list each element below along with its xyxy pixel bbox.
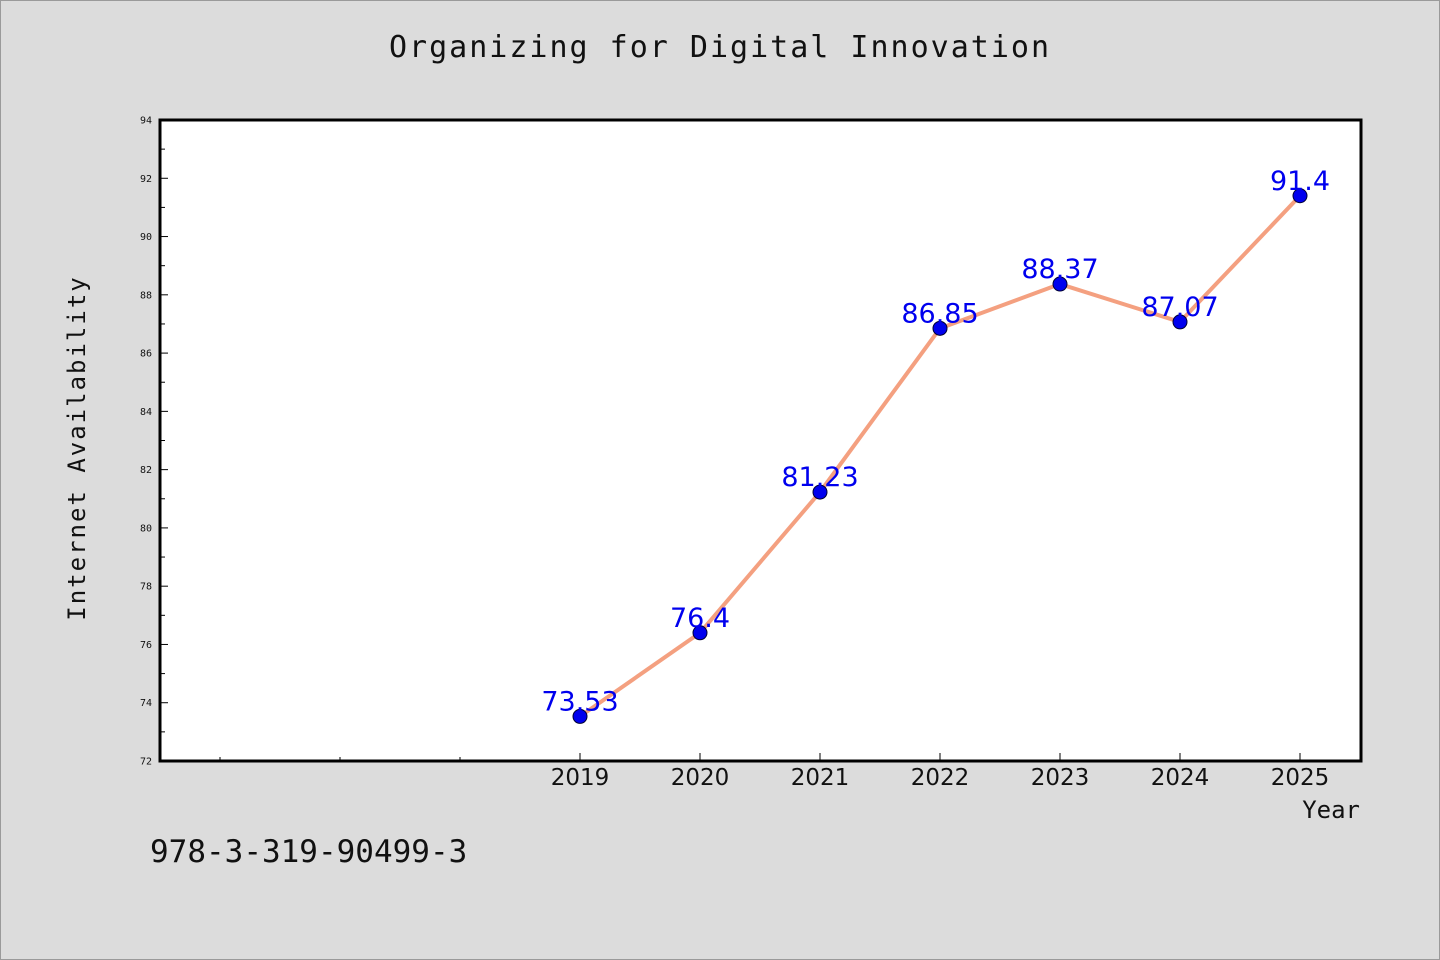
x-tick-label: 2025 bbox=[1271, 765, 1330, 791]
data-label: 81.23 bbox=[781, 462, 858, 493]
axes-layer: 72 74 76 78 80 82 84 86 88 90 92 94 2019 2020 2021 2022… bbox=[140, 116, 1329, 792]
y-tick-label: 72 bbox=[140, 757, 152, 768]
y-tick-label: 84 bbox=[140, 407, 152, 418]
data-point-marker bbox=[1292, 188, 1308, 204]
data-point-marker bbox=[1052, 276, 1068, 292]
data-label-layer: 73.53 76.4 81.23 86.85 88.37 87.07 91.4 bbox=[541, 166, 1330, 718]
y-tick-label: 78 bbox=[140, 582, 152, 593]
data-point-marker bbox=[572, 708, 588, 724]
series-layer bbox=[572, 188, 1308, 724]
plot-area bbox=[158, 118, 1363, 763]
data-point-marker bbox=[692, 625, 708, 641]
data-point-marker bbox=[932, 320, 948, 336]
y-tick-label: 86 bbox=[140, 349, 152, 360]
chart-title: Organizing for Digital Innovation bbox=[388, 30, 1052, 65]
y-tick-label: 90 bbox=[140, 232, 152, 243]
x-tick-label: 2024 bbox=[1151, 765, 1210, 791]
data-point-marker bbox=[1172, 314, 1188, 330]
x-axis-label: Year bbox=[1302, 796, 1360, 824]
x-tick-label: 2023 bbox=[1031, 765, 1090, 791]
isbn-text: 978-3-319-90499-3 bbox=[150, 834, 468, 870]
x-tick-label: 2022 bbox=[911, 765, 970, 791]
x-tick-label: 2019 bbox=[551, 765, 610, 791]
data-label: 73.53 bbox=[541, 686, 618, 717]
y-tick-label: 80 bbox=[140, 523, 152, 534]
data-label: 86.85 bbox=[901, 298, 978, 329]
y-tick-label: 92 bbox=[140, 174, 152, 185]
data-label: 91.4 bbox=[1270, 166, 1330, 197]
data-point-marker bbox=[812, 484, 828, 500]
data-label: 87.07 bbox=[1141, 292, 1218, 323]
y-tick-label: 76 bbox=[140, 640, 152, 651]
data-label: 76.4 bbox=[670, 603, 730, 634]
data-label: 88.37 bbox=[1021, 254, 1098, 285]
y-tick-label: 94 bbox=[140, 116, 152, 127]
y-tick-label: 82 bbox=[140, 465, 152, 476]
y-tick-label: 88 bbox=[140, 290, 152, 301]
x-tick-label: 2021 bbox=[791, 765, 850, 791]
x-tick-label: 2020 bbox=[671, 765, 730, 791]
y-tick-label: 74 bbox=[140, 698, 152, 709]
y-axis-label: Internet Availability bbox=[63, 275, 91, 621]
